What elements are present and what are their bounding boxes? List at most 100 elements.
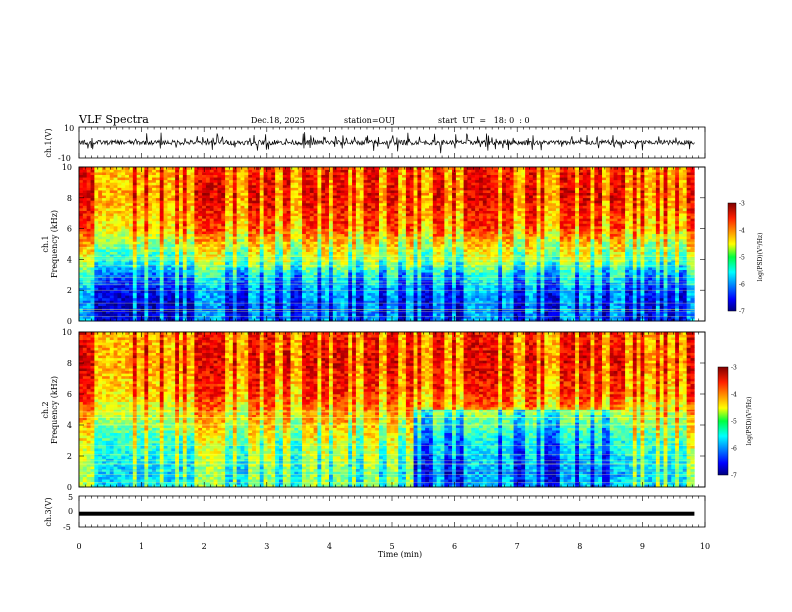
spectrogram-cell [217,251,222,255]
spectrogram-cell [217,300,222,304]
spectrogram-cell [171,277,176,281]
spectrogram-cell [155,264,161,268]
spectrogram-cell [305,244,311,247]
spectrogram-cell [109,169,114,173]
spectrogram-cell [117,184,122,188]
spectrogram-cell [232,238,237,242]
spectrogram-cell [313,313,318,317]
spectrogram-cell [109,244,114,247]
spectrogram-cell [136,256,141,260]
spectrogram-cell [140,174,145,178]
spectrogram-cell [205,195,211,199]
spectrogram-cell [86,167,91,170]
spectrogram-cell [186,187,191,191]
spectrogram-cell [244,267,249,270]
spectrogram-cell [202,205,207,209]
spectrogram-cell [259,244,264,247]
spectrogram-cell [125,210,130,214]
spectrogram-cell [298,282,303,286]
spectrogram-cell [386,174,391,178]
spectrogram-cell [375,300,380,304]
spectrogram-cell [294,174,299,178]
spectrogram-cell [255,267,261,270]
spectrogram-cell [278,256,284,260]
spectrogram-cell [225,274,230,278]
spectrogram-cell [94,236,99,240]
spectrogram-cell [313,279,318,283]
spectrogram-cell [244,231,249,235]
spectrogram-cell [144,295,149,299]
spectrogram-cell [290,305,295,309]
spectrogram-cell [175,249,180,252]
spectrogram-cell [205,190,211,193]
spectrogram-cell [294,295,299,299]
spectrogram-cell [390,251,395,255]
spectrogram-cell [340,264,345,268]
spectrogram-cell [155,220,161,224]
spectrogram-cell [278,254,284,258]
spectrogram-cell [194,241,199,245]
spectrogram-cell [190,192,195,196]
spectrogram-cell [340,195,345,199]
spectrogram-cell [98,241,103,245]
spectrogram-cell [355,249,361,252]
spectrogram-cell [152,264,157,268]
spectrogram-cell [359,182,364,186]
spectrogram-cell [94,195,99,199]
spectrogram-cell [313,213,318,217]
spectrogram-cell [244,269,249,273]
spectrogram-cell [332,192,337,196]
spectrogram-cell [394,167,399,170]
spectrogram-cell [232,277,237,281]
spectrogram-cell [367,300,372,304]
spectrogram-cell [225,287,230,291]
spectrogram-cell [228,233,234,237]
spectrogram-cell [298,267,303,270]
spectrogram-cell [132,315,137,319]
spectrogram-cell [348,213,353,217]
spectrogram-cell [117,267,122,270]
spectrogram-cell [340,167,345,170]
spectrogram-cell [382,184,387,188]
spectrogram-cell [328,315,334,319]
spectrogram-cell [317,269,322,273]
spectrogram-cell [302,295,307,299]
spectrogram-cell [367,254,372,258]
spectrogram-cell [217,295,222,299]
spectrogram-cell [232,187,237,191]
spectrogram-cell [194,202,199,206]
spectrogram-cell [163,241,168,245]
spectrogram-cell [171,254,176,258]
spectrogram-cell [171,205,176,209]
spectrogram-cell [302,192,307,196]
spectrogram-cell [90,267,95,270]
spectrogram-cell [159,205,164,209]
spectrogram-cell [129,197,134,201]
spectrogram-cell [248,249,253,252]
spectrogram-cell [198,241,203,245]
spectrogram-cell [325,244,330,247]
spectrogram-cell [175,290,180,294]
spectrogram-cell [386,315,391,319]
spectrogram-cell [205,267,211,270]
spectrogram-cell [255,200,261,204]
spectrogram-cell [371,300,376,304]
spectrogram-cell [244,202,249,206]
spectrogram-cell [148,279,153,283]
spectrogram-cell [129,236,134,240]
spectrogram-cell [194,177,199,181]
spectrogram-cell [321,267,326,270]
spectrogram-cell [198,192,203,196]
spectrogram-cell [286,315,291,319]
spectrogram-cell [328,195,334,199]
spectrogram-cell [244,228,249,232]
spectrogram-cell [363,200,368,204]
spectrogram-cell [113,172,118,175]
spectrogram-cell [117,279,122,283]
spectrogram-cell [263,315,268,319]
spectrogram-cell [117,202,122,206]
spectrogram-cell [275,218,280,222]
spectrogram-cell [194,290,199,294]
spectrogram-cell [94,228,99,232]
spectrogram-cell [317,190,322,193]
